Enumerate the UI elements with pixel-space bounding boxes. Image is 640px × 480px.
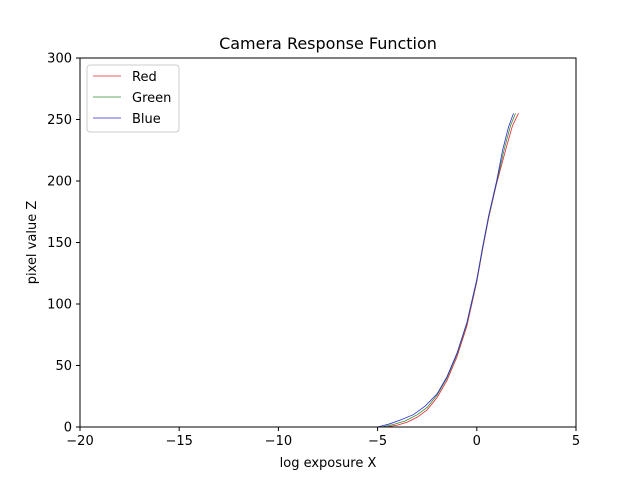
series-line-red: [385, 113, 519, 428]
chart-title: Camera Response Function: [219, 34, 437, 53]
legend-label-blue: Blue: [132, 112, 161, 127]
y-axis-ticks: 0 50 100 150 200 250 300: [47, 52, 80, 436]
y-tick-label: 100: [47, 298, 72, 313]
y-tick-label: 0: [64, 421, 72, 436]
legend-label-green: Green: [132, 91, 171, 106]
y-tick-label: 200: [47, 175, 72, 190]
x-tick-label: −15: [165, 434, 192, 449]
y-tick-label: 300: [47, 52, 72, 67]
legend-box: [86, 64, 180, 133]
y-axis-label: pixel value Z: [25, 201, 40, 285]
y-tick-label: 150: [47, 236, 72, 251]
x-tick-label: −5: [368, 434, 387, 449]
y-tick-label: 250: [47, 113, 72, 128]
x-tick-label: 5: [572, 434, 580, 449]
x-tick-label: −10: [265, 434, 292, 449]
x-axis-label: log exposure X: [280, 456, 377, 471]
x-tick-label: 0: [473, 434, 481, 449]
x-tick-label: −20: [66, 434, 93, 449]
series-line-blue: [377, 113, 514, 428]
legend: Red Green Blue: [86, 64, 180, 133]
y-tick-label: 50: [55, 359, 72, 374]
series-lines: [377, 113, 519, 428]
x-axis-ticks: −20 −15 −10 −5 0 5: [66, 427, 580, 449]
legend-label-red: Red: [132, 70, 157, 85]
